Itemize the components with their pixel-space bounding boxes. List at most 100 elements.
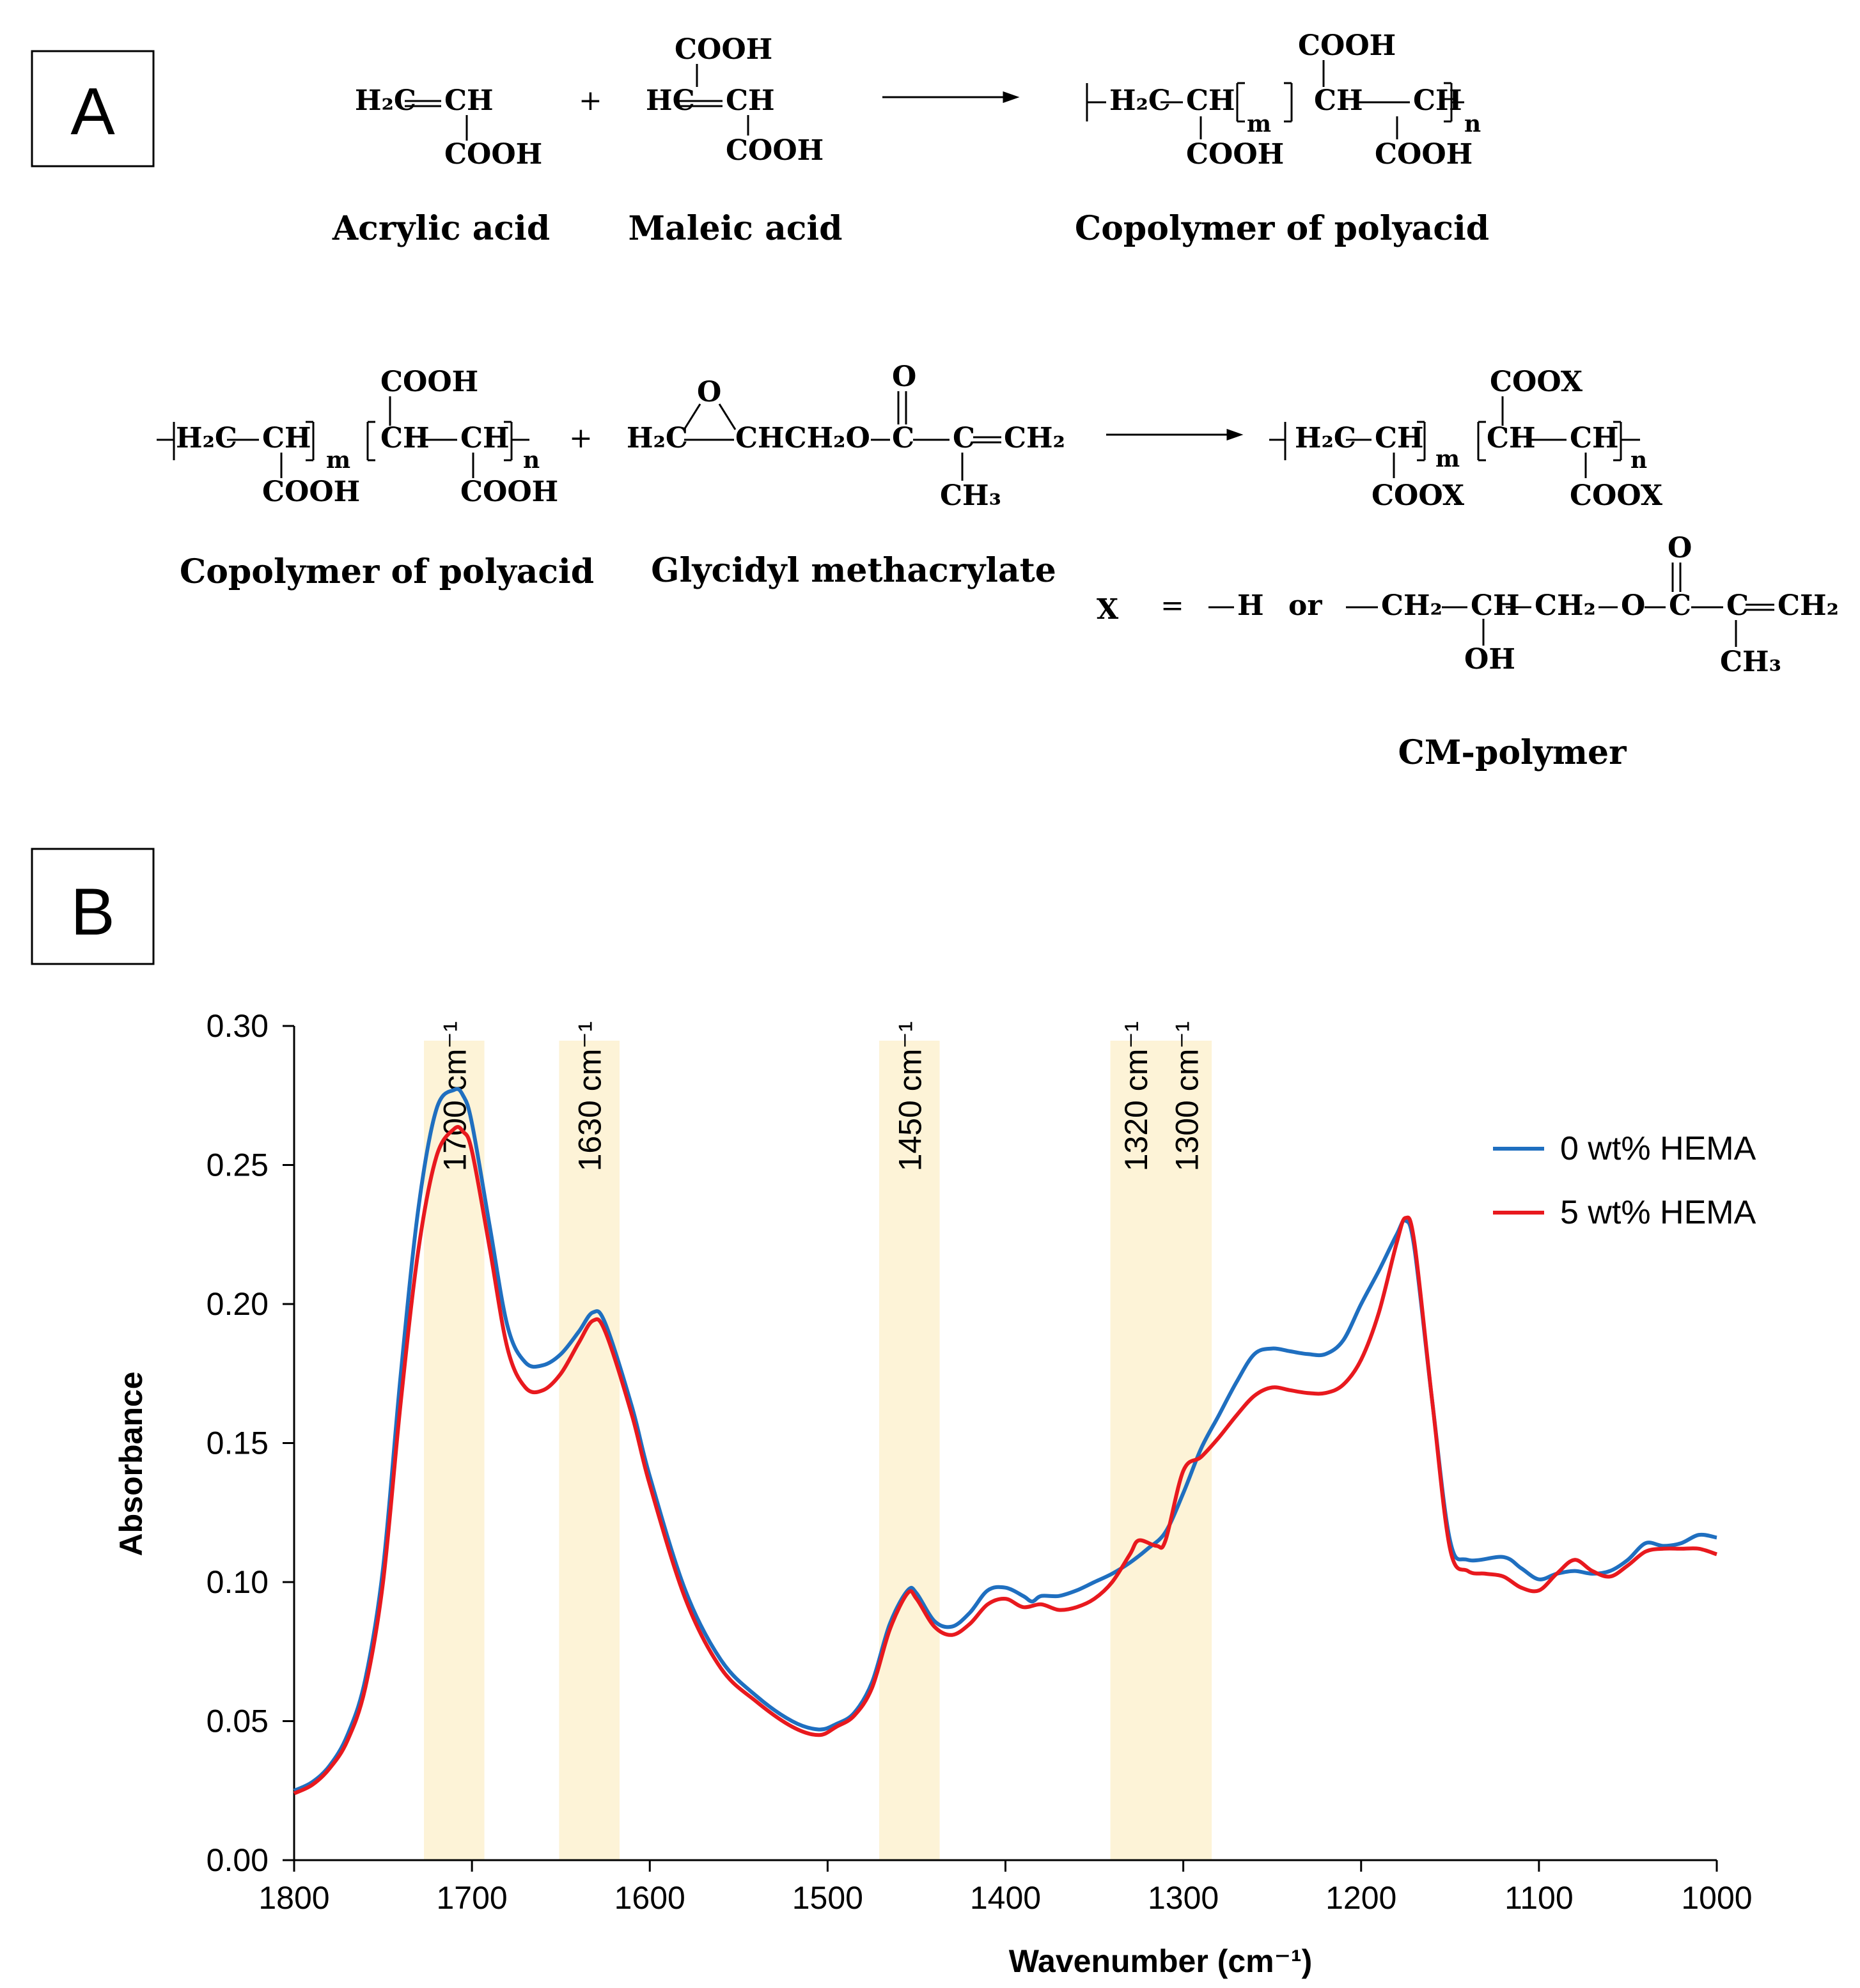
plus-sign-2: + <box>569 422 593 454</box>
copolymer2-n: n <box>523 447 540 474</box>
product-coox-left: COOX <box>1372 479 1465 512</box>
panel-a-label-box <box>31 50 155 167</box>
xdef-o: O <box>1621 589 1645 622</box>
legend-label-0wt: 0 wt% HEMA <box>1560 1130 1756 1167</box>
x-tick-label-1600: 1600 <box>614 1880 685 1916</box>
y-axis-ticks: 0.00 0.05 0.10 0.15 0.20 0.25 0.30 <box>207 1008 294 1878</box>
copolymer2-ch1: CH <box>262 422 311 454</box>
product-coox-top: COOX <box>1490 366 1583 398</box>
band-label-3-1: 1300 cm⁻¹ <box>1169 1021 1205 1172</box>
copolymer1-ch1: CH <box>1186 84 1235 117</box>
gma-vinyl-c: C <box>953 422 975 454</box>
x-axis-label: Wavenumber (cm⁻¹) <box>1009 1943 1313 1979</box>
product-n: n <box>1630 447 1647 474</box>
copolymer1-ch2: CH <box>1314 84 1363 117</box>
x-tick-label-1300: 1300 <box>1148 1880 1219 1916</box>
xdef-h: H <box>1237 589 1264 622</box>
xdef-oh: OH <box>1464 643 1515 676</box>
copolymer2-ch2: CH <box>380 422 430 454</box>
x-tick-label-1400: 1400 <box>970 1880 1041 1916</box>
x-tick-label-1100: 1100 <box>1504 1880 1574 1916</box>
xdef-or: or <box>1288 589 1322 622</box>
acrylic-cooh: COOH <box>444 138 542 171</box>
name-copolymer-1: Copolymer of polyacid <box>1075 209 1489 248</box>
maleic-cooh-top: COOH <box>675 33 772 66</box>
product-h2c: H₂C <box>1295 422 1356 454</box>
name-maleic-acid: Maleic acid <box>628 209 842 248</box>
gma-h2c: H₂C <box>627 422 688 454</box>
xdef-x: X <box>1097 593 1119 626</box>
xdef-vinyl-c: C <box>1726 589 1749 622</box>
gma-carbonyl-c: C <box>892 422 914 454</box>
highlight-bands <box>424 1041 1212 1860</box>
x-tick-label-1200: 1200 <box>1325 1880 1396 1916</box>
name-acrylic-acid: Acrylic acid <box>332 209 550 248</box>
gma-chain: CHCH₂O <box>735 422 870 454</box>
product-m: m <box>1435 446 1460 472</box>
reaction-scheme-panel: A H₂C CH COOH + COOH HC CH COOH H₂C CH m… <box>31 29 1839 772</box>
copolymer2-h2c: H₂C <box>176 422 237 454</box>
band-labels: 1700 cm⁻¹ 1630 cm⁻¹ 1450 cm⁻¹ 1320 cm⁻¹ 1300… <box>437 1021 1205 1172</box>
maleic-cooh-bottom: COOH <box>726 134 824 167</box>
x-axis-ticks: 1800 1700 1600 1500 1400 1300 1200 1100 1000 <box>258 1860 1753 1916</box>
product-ch1: CH <box>1375 422 1424 454</box>
y-tick-label-0.25: 0.25 <box>207 1147 269 1183</box>
y-tick-label-0.05: 0.05 <box>207 1704 269 1739</box>
xdef-ch3: CH₃ <box>1720 646 1781 678</box>
axes <box>293 1026 1717 1861</box>
xdef-ch: CH <box>1471 589 1520 622</box>
copolymer1-cooh-top: COOH <box>1298 29 1396 62</box>
acrylic-ch: CH <box>444 84 494 117</box>
panel-b-label-box <box>31 848 155 965</box>
legend-label-5wt: 5 wt% HEMA <box>1560 1194 1756 1231</box>
y-tick-label-0.00: 0.00 <box>207 1842 269 1878</box>
gma-epoxide-o: O <box>697 376 721 408</box>
xdef-ch2a: CH₂ <box>1381 589 1442 622</box>
name-cm-polymer: CM-polymer <box>1398 733 1627 772</box>
copolymer1-n: n <box>1464 111 1481 137</box>
name-glycidyl-methacrylate: Glycidyl methacrylate <box>651 551 1056 590</box>
gma-ch3: CH₃ <box>940 479 1001 512</box>
band-label-2-0: 1450 cm⁻¹ <box>892 1021 928 1172</box>
xdef-ch2b: CH₂ <box>1535 589 1596 622</box>
y-axis-label: Absorbance <box>113 1372 149 1557</box>
y-tick-label-0.15: 0.15 <box>207 1425 269 1461</box>
xdef-carbonyl-o: O <box>1668 532 1692 564</box>
xdef-equals: = <box>1161 589 1184 622</box>
plus-sign-1: + <box>579 84 602 117</box>
name-copolymer-2: Copolymer of polyacid <box>180 552 594 591</box>
copolymer1-h2c: H₂C <box>1109 84 1171 117</box>
band-3 <box>1110 1041 1212 1860</box>
copolymer1-cooh-right: COOH <box>1375 138 1473 171</box>
x-tick-label-1500: 1500 <box>792 1880 863 1916</box>
y-tick-label-0.30: 0.30 <box>207 1008 269 1044</box>
y-tick-label-0.10: 0.10 <box>207 1564 269 1600</box>
copolymer2-cooh-top: COOH <box>380 366 478 398</box>
band-label-1-0: 1630 cm⁻¹ <box>572 1021 608 1172</box>
copolymer2-cooh-left: COOH <box>262 476 360 508</box>
x-tick-label-1700: 1700 <box>437 1880 508 1916</box>
band-0 <box>424 1041 485 1860</box>
product-coox-right: COOX <box>1570 479 1663 512</box>
product-ch2: CH <box>1487 422 1536 454</box>
band-label-3-0: 1320 cm⁻¹ <box>1118 1021 1154 1172</box>
copolymer2-m: m <box>326 447 350 474</box>
bond-lines <box>157 60 1774 647</box>
copolymer2-ch3: CH <box>460 422 510 454</box>
band-1 <box>559 1041 620 1860</box>
copolymer1-cooh-left: COOH <box>1186 138 1284 171</box>
xdef-carbonyl-c: C <box>1669 589 1691 622</box>
maleic-ch: CH <box>726 84 775 117</box>
series-line-5wt-hema <box>293 1124 1717 1796</box>
panel-a-label: A <box>70 75 115 149</box>
legend: 0 wt% HEMA 5 wt% HEMA <box>1493 1130 1756 1231</box>
y-tick-label-0.20: 0.20 <box>207 1286 269 1322</box>
xdef-ch2c: CH₂ <box>1778 589 1839 622</box>
copolymer1-m: m <box>1247 111 1271 137</box>
series-line-0wt-hema <box>293 1087 1717 1793</box>
gma-carbonyl-o: O <box>892 361 916 393</box>
band-2 <box>879 1041 940 1860</box>
product-ch3: CH <box>1570 422 1619 454</box>
copolymer1-ch3: CH <box>1413 84 1462 117</box>
